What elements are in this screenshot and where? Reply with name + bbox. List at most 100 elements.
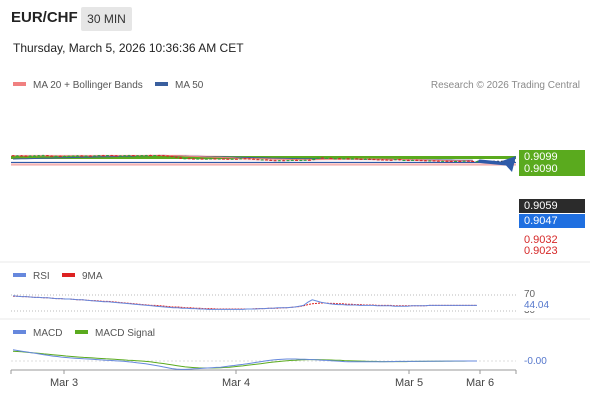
candle-body — [80, 155, 84, 157]
candle-body — [239, 158, 243, 160]
resistance-2-tag: 0.9090 — [519, 162, 585, 176]
candle — [161, 155, 165, 157]
candle — [170, 155, 174, 158]
candle-body — [148, 155, 152, 157]
candle-body — [153, 155, 157, 157]
candle — [445, 160, 449, 162]
candle — [174, 156, 178, 158]
candle-body — [106, 155, 110, 157]
candle — [63, 155, 67, 157]
candle — [428, 160, 432, 162]
candle-body — [368, 158, 372, 160]
timeframe-badge[interactable]: 30 MIN — [81, 7, 132, 31]
support-3-value: 0.9023 — [524, 245, 558, 257]
x-axis-ticks — [10, 370, 517, 374]
candle-body — [355, 158, 359, 160]
candle-body — [320, 157, 324, 159]
candle-body — [436, 160, 440, 162]
candle-body — [144, 155, 148, 157]
candle-body — [333, 158, 337, 160]
candle-body — [234, 158, 238, 160]
candle-body — [252, 158, 256, 160]
candle-body — [213, 158, 217, 160]
candle-body — [307, 159, 311, 161]
candle — [449, 160, 453, 163]
candle — [282, 159, 286, 162]
candle-body — [217, 158, 221, 160]
candle — [372, 158, 376, 161]
candle-body — [67, 155, 71, 157]
candle — [303, 159, 307, 161]
candle — [71, 155, 75, 157]
candle-body — [441, 160, 445, 162]
candle — [196, 158, 200, 160]
candle — [226, 158, 230, 160]
candle — [41, 154, 45, 157]
candle — [260, 159, 264, 161]
candle — [256, 158, 260, 161]
candle — [389, 159, 393, 161]
candle-body — [316, 157, 320, 159]
candle — [230, 158, 234, 160]
candle — [213, 158, 217, 160]
legend-rsi-ma-label: 9MA — [82, 271, 103, 282]
candle — [423, 160, 427, 162]
credit-label: Research © 2026 Trading Central — [430, 80, 580, 91]
candle — [307, 159, 311, 161]
legend-macd-signal: MACD Signal — [75, 328, 155, 340]
candle — [320, 157, 324, 159]
candle — [153, 155, 157, 157]
candle-body — [338, 158, 342, 160]
candle-body — [376, 159, 380, 161]
candle-body — [110, 155, 114, 157]
candle — [140, 155, 144, 157]
x-tick-label: Mar 4 — [221, 377, 251, 389]
candle — [380, 159, 384, 161]
candle-body — [179, 157, 183, 159]
macd-signal-line — [12, 350, 477, 369]
candle — [67, 155, 71, 157]
candle-body — [161, 155, 165, 157]
candle-body — [423, 160, 427, 162]
candle — [54, 155, 58, 157]
legend-ma20-swatch — [13, 82, 26, 87]
candle-body — [196, 158, 200, 160]
candle — [385, 159, 389, 161]
candle-body — [209, 158, 213, 160]
candle — [286, 159, 290, 162]
candle — [269, 159, 273, 161]
candle — [222, 158, 226, 160]
candle — [24, 155, 28, 157]
legend-macd: MACD — [13, 328, 62, 340]
candle-body — [63, 155, 67, 157]
candle — [148, 154, 152, 157]
candle — [277, 160, 281, 162]
forecast-arrow — [478, 156, 516, 172]
candle — [84, 155, 88, 157]
candle — [359, 158, 363, 160]
candle — [342, 158, 346, 160]
candle-body — [101, 155, 105, 157]
candle-body — [428, 160, 432, 162]
candle — [187, 157, 191, 160]
candle — [88, 155, 92, 157]
candle-body — [243, 158, 247, 160]
candlesticks — [11, 154, 479, 163]
resistance-1-value: 0.9099 — [524, 151, 558, 163]
candle — [419, 159, 423, 162]
candle — [329, 157, 333, 159]
candle — [123, 155, 127, 157]
candle — [325, 157, 329, 159]
candle-body — [50, 155, 54, 157]
candle — [462, 160, 466, 162]
candle-body — [204, 158, 208, 160]
candle-body — [449, 161, 453, 163]
candle-body — [350, 158, 354, 160]
candle-body — [415, 159, 419, 161]
x-tick-label: Mar 6 — [465, 377, 495, 389]
candle — [179, 157, 183, 159]
rsi-line — [12, 295, 477, 310]
symbol-title: EUR/CHF — [11, 9, 78, 26]
legend-ma50: MA 50 — [155, 80, 203, 92]
current-price-tag: 0.9059 — [519, 199, 585, 213]
